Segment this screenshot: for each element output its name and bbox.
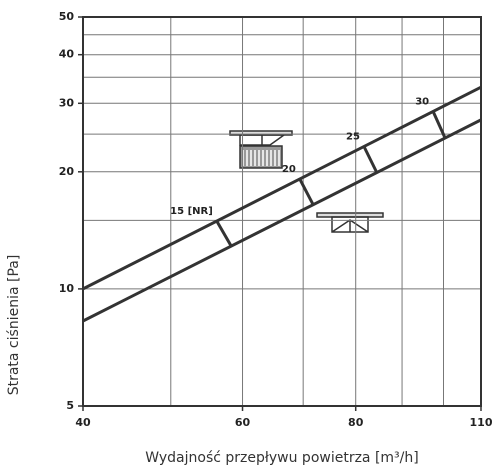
series-line bbox=[82, 118, 482, 323]
y-tick-label: 40 bbox=[59, 48, 75, 61]
icon-lower bbox=[316, 212, 384, 233]
y-axis-label: Strata ciśnienia [Pa] bbox=[6, 255, 22, 396]
x-tick-label: 40 bbox=[75, 416, 91, 429]
y-tick-label: 10 bbox=[59, 282, 75, 295]
series-line bbox=[82, 85, 482, 291]
nr-label: 20 bbox=[282, 164, 296, 175]
nr-label: 30 bbox=[415, 96, 429, 107]
nr-label: 25 bbox=[346, 132, 360, 143]
x-tick-label: 80 bbox=[348, 416, 364, 429]
y-tick-label: 30 bbox=[59, 96, 75, 109]
nr-label: 15 [NR] bbox=[170, 206, 213, 217]
x-tick-label: 110 bbox=[470, 416, 493, 429]
y-tick-label: 5 bbox=[66, 399, 74, 412]
y-tick-label: 20 bbox=[59, 165, 75, 178]
nr-marker bbox=[431, 110, 447, 139]
plot-frame bbox=[82, 16, 482, 407]
nr-marker bbox=[298, 178, 315, 206]
x-tick-label: 60 bbox=[235, 416, 251, 429]
icon-upper bbox=[229, 130, 293, 169]
nr-marker bbox=[215, 220, 233, 247]
x-axis-label: Wydajność przepływu powietrza [m³/h] bbox=[145, 450, 418, 466]
nr-marker bbox=[362, 145, 379, 174]
y-tick-label: 50 bbox=[59, 10, 75, 23]
